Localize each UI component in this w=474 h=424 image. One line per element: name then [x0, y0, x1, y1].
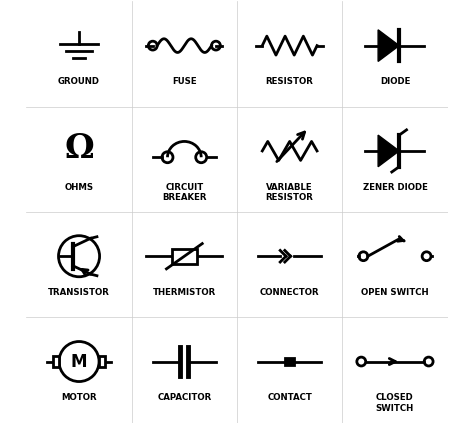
Text: THERMISTOR: THERMISTOR: [153, 288, 216, 297]
Bar: [99, 356, 105, 367]
Text: TRANSISTOR: TRANSISTOR: [48, 288, 110, 297]
Text: OHMS: OHMS: [64, 182, 93, 192]
Text: CLOSED
SWITCH: CLOSED SWITCH: [376, 393, 414, 413]
Bar: [172, 249, 197, 264]
Text: CONTACT: CONTACT: [267, 393, 312, 402]
Text: RESISTOR: RESISTOR: [266, 77, 314, 86]
Text: Ω: Ω: [64, 132, 94, 165]
Text: GROUND: GROUND: [58, 77, 100, 86]
Text: OPEN SWITCH: OPEN SWITCH: [361, 288, 429, 297]
Text: ZENER DIODE: ZENER DIODE: [363, 182, 428, 192]
Text: VARIABLE
RESISTOR: VARIABLE RESISTOR: [266, 182, 314, 202]
Text: FUSE: FUSE: [172, 77, 197, 86]
Text: DIODE: DIODE: [380, 77, 410, 86]
Polygon shape: [378, 30, 399, 61]
Text: MOTOR: MOTOR: [61, 393, 97, 402]
Polygon shape: [378, 135, 399, 167]
Text: CIRCUIT
BREAKER: CIRCUIT BREAKER: [162, 182, 207, 202]
Text: CAPACITOR: CAPACITOR: [157, 393, 211, 402]
Text: CONNECTOR: CONNECTOR: [260, 288, 319, 297]
Bar: [285, 358, 294, 365]
Bar: [53, 356, 59, 367]
Text: M: M: [71, 352, 87, 371]
